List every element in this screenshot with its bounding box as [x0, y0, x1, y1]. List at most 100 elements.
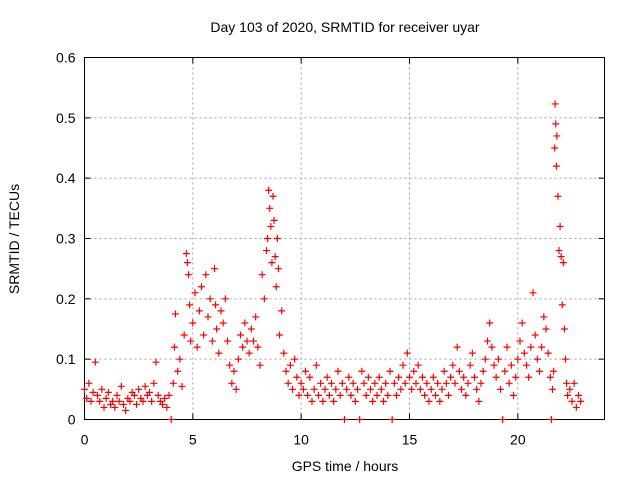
data-point: [551, 100, 559, 108]
data-point: [477, 379, 485, 387]
data-point: [429, 373, 437, 381]
data-point: [332, 385, 340, 393]
data-point: [306, 373, 314, 381]
data-point: [518, 319, 526, 327]
data-point: [312, 361, 320, 369]
data-point: [161, 394, 169, 402]
data-point: [560, 325, 568, 333]
data-point: [512, 373, 520, 381]
data-point: [507, 361, 515, 369]
data-point: [228, 379, 236, 387]
data-point: [250, 337, 257, 345]
data-point: [421, 391, 429, 399]
data-point: [115, 397, 123, 405]
data-point: [113, 391, 121, 399]
data-point: [501, 367, 509, 375]
data-point: [468, 349, 476, 357]
data-point: [556, 222, 564, 230]
data-point: [120, 400, 127, 408]
data-point: [490, 361, 498, 369]
data-point: [358, 367, 366, 375]
data-point: [241, 319, 249, 327]
data-point: [239, 343, 247, 351]
data-point: [460, 373, 468, 381]
data-point: [230, 367, 238, 375]
x-tick-label: 20: [510, 432, 526, 448]
data-point: [83, 394, 91, 402]
data-point: [488, 343, 496, 351]
axis-ticks: 0 0.1 0.2 0.3 0.4 0.5 0.6 0 5 10 15 20: [56, 50, 605, 448]
data-point: [276, 331, 283, 339]
data-point: [91, 358, 99, 366]
data-point: [473, 385, 481, 393]
grid: [84, 57, 605, 420]
data-point: [484, 337, 491, 345]
data-point: [464, 379, 472, 387]
data-point: [94, 391, 101, 399]
data-point: [531, 331, 539, 339]
data-point: [330, 397, 338, 405]
data-point: [178, 382, 186, 390]
data-point: [494, 355, 502, 363]
data-point: [423, 379, 431, 387]
data-point: [87, 397, 95, 405]
data-point: [542, 325, 550, 333]
data-point: [371, 379, 379, 387]
data-point: [271, 253, 279, 261]
data-point: [185, 271, 192, 279]
data-point: [384, 391, 392, 399]
data-point: [266, 204, 274, 212]
data-point: [219, 319, 227, 327]
data-point: [293, 373, 301, 381]
data-point: [377, 385, 385, 393]
data-point: [369, 397, 377, 405]
data-point: [462, 391, 470, 399]
data-point: [319, 397, 327, 405]
data-point: [200, 331, 208, 339]
data-point: [475, 397, 483, 405]
data-point: [111, 403, 119, 411]
data-point: [317, 379, 325, 387]
data-point: [260, 295, 268, 303]
data-point: [568, 397, 576, 405]
data-point: [226, 361, 234, 369]
data-point: [146, 388, 153, 396]
y-tick-label: 0.2: [56, 291, 76, 307]
data-point: [267, 222, 275, 230]
data-point: [258, 271, 266, 279]
data-point: [406, 373, 413, 381]
data-point: [544, 349, 552, 357]
data-point: [172, 310, 179, 318]
data-point: [211, 265, 218, 273]
data-point: [252, 313, 260, 321]
data-point: [85, 379, 93, 387]
data-point: [237, 331, 244, 339]
data-point: [449, 361, 457, 369]
data-point: [380, 397, 387, 405]
data-point: [497, 385, 504, 393]
data-point: [286, 361, 294, 369]
y-tick-label: 0.3: [56, 231, 76, 247]
data-point: [265, 186, 273, 194]
data-point: [547, 416, 555, 423]
data-point: [243, 337, 251, 345]
data-point: [577, 397, 585, 405]
data-point: [419, 373, 426, 381]
data-point: [193, 343, 201, 351]
data-point: [351, 397, 359, 405]
data-point: [189, 319, 197, 327]
y-tick-label: 0.4: [56, 170, 76, 186]
data-point: [213, 325, 221, 333]
data-point: [572, 403, 580, 411]
data-point: [100, 403, 108, 411]
data-point: [414, 361, 422, 369]
data-point: [552, 120, 560, 128]
data-point: [364, 373, 372, 381]
data-point: [559, 259, 567, 267]
data-point: [447, 373, 455, 381]
data-point: [280, 349, 288, 357]
data-point: [202, 271, 210, 279]
data-point: [270, 216, 278, 224]
data-point: [165, 391, 173, 399]
